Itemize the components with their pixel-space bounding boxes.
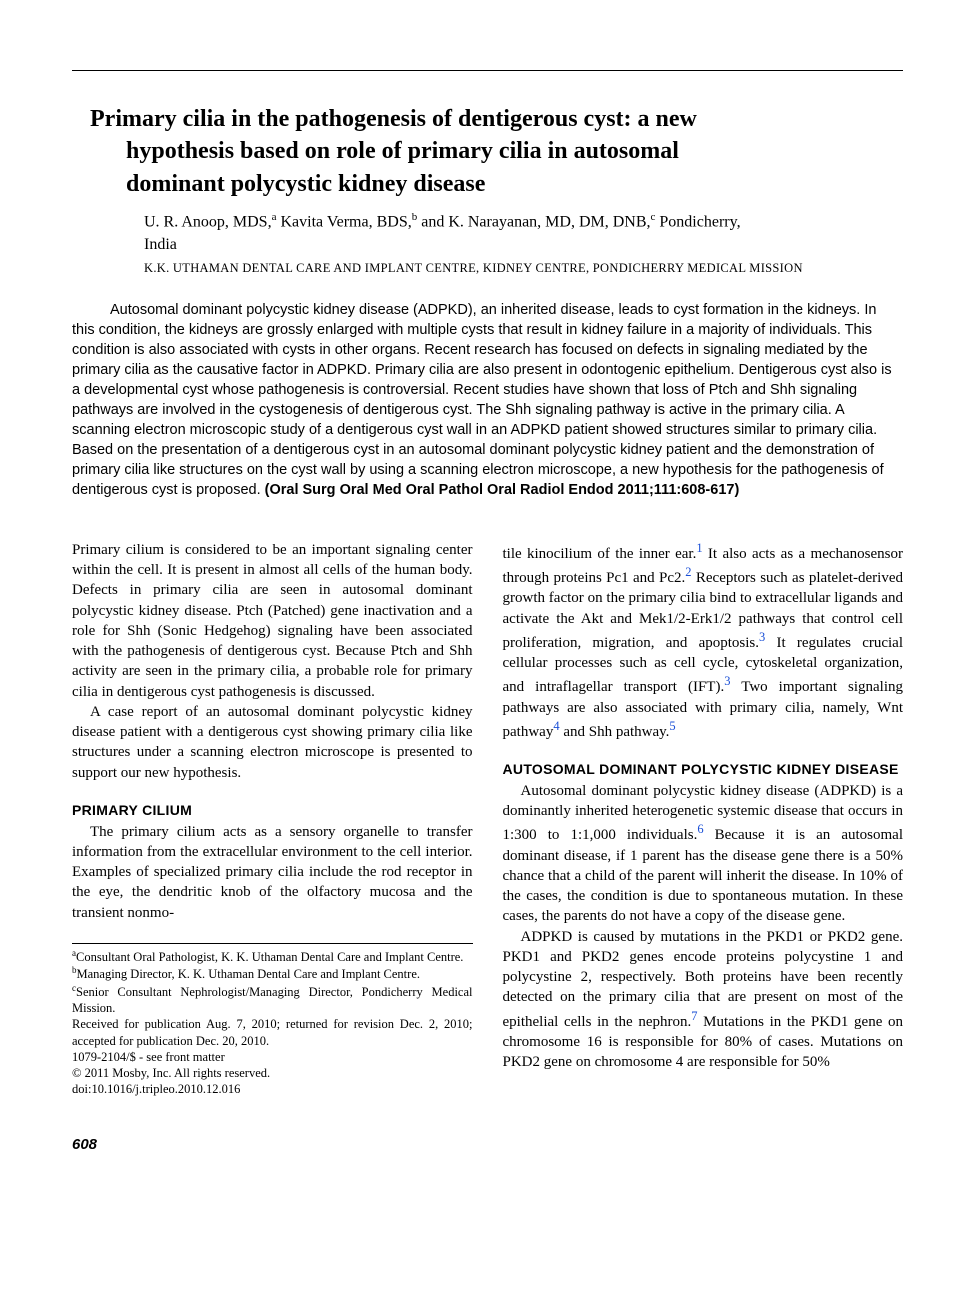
- adpkd-para-2: ADPKD is caused by mutations in the PKD1…: [503, 927, 904, 1073]
- page-number: 608: [72, 1136, 903, 1153]
- text-seg: and Shh pathway.: [560, 724, 670, 740]
- author-segment: and K. Narayanan, MD, DM, DNB,: [417, 214, 650, 231]
- section-heading-primary-cilium: PRIMARY CILIUM: [72, 801, 473, 820]
- authors: U. R. Anoop, MDS,a Kavita Verma, BDS,b a…: [144, 210, 903, 256]
- footnote-a-text: Consultant Oral Pathologist, K. K. Utham…: [76, 950, 463, 964]
- right-para-1: tile kinocilium of the inner ear.1 It al…: [503, 540, 904, 742]
- author-segment: Pondicherry,: [655, 214, 740, 231]
- title-line-3: dominant polycystic kidney disease: [90, 168, 903, 200]
- text-seg: tile kinocilium of the inner ear.: [503, 546, 697, 562]
- footnote-copyright: © 2011 Mosby, Inc. All rights reserved.: [72, 1065, 473, 1081]
- abstract: Autosomal dominant polycystic kidney dis…: [72, 300, 903, 500]
- footnote-b-text: Managing Director, K. K. Uthaman Dental …: [77, 967, 421, 981]
- footnote-rule: [72, 943, 473, 944]
- footnote-received: Received for publication Aug. 7, 2010; r…: [72, 1016, 473, 1049]
- article-title: Primary cilia in the pathogenesis of den…: [90, 103, 903, 200]
- left-column: Primary cilium is considered to be an im…: [72, 540, 473, 1098]
- footnote-b: bManaging Director, K. K. Uthaman Dental…: [72, 965, 473, 982]
- author-segment: U. R. Anoop, MDS,: [144, 214, 272, 231]
- adpkd-para-1: Autosomal dominant polycystic kidney dis…: [503, 781, 904, 927]
- intro-para-2: A case report of an autosomal dominant p…: [72, 702, 473, 783]
- body-columns: Primary cilium is considered to be an im…: [72, 540, 903, 1098]
- top-rule: [72, 70, 903, 71]
- footnote-issn: 1079-2104/$ - see front matter: [72, 1049, 473, 1065]
- title-line-1: Primary cilia in the pathogenesis of den…: [90, 106, 697, 132]
- footnote-doi: doi:10.1016/j.tripleo.2010.12.016: [72, 1081, 473, 1097]
- footnote-c: cSenior Consultant Nephrologist/Managing…: [72, 983, 473, 1017]
- ref-5[interactable]: 5: [669, 719, 675, 733]
- primary-cilium-para: The primary cilium acts as a sensory org…: [72, 822, 473, 923]
- affiliation: K.K. UTHAMAN DENTAL CARE AND IMPLANT CEN…: [144, 260, 903, 278]
- intro-para-1: Primary cilium is considered to be an im…: [72, 540, 473, 702]
- title-line-2: hypothesis based on role of primary cili…: [90, 135, 903, 167]
- right-column: tile kinocilium of the inner ear.1 It al…: [503, 540, 904, 1098]
- abstract-text: Autosomal dominant polycystic kidney dis…: [72, 302, 892, 498]
- author-country: India: [144, 236, 177, 253]
- author-segment: Kavita Verma, BDS,: [276, 214, 411, 231]
- title-block: Primary cilia in the pathogenesis of den…: [72, 103, 903, 278]
- section-heading-adpkd: AUTOSOMAL DOMINANT POLYCYSTIC KIDNEY DIS…: [503, 760, 904, 779]
- footnotes: aConsultant Oral Pathologist, K. K. Utha…: [72, 948, 473, 1098]
- footnote-c-text: Senior Consultant Nephrologist/Managing …: [72, 985, 473, 1015]
- footnote-a: aConsultant Oral Pathologist, K. K. Utha…: [72, 948, 473, 965]
- abstract-citation: (Oral Surg Oral Med Oral Pathol Oral Rad…: [265, 482, 740, 498]
- authors-block: U. R. Anoop, MDS,a Kavita Verma, BDS,b a…: [90, 210, 903, 278]
